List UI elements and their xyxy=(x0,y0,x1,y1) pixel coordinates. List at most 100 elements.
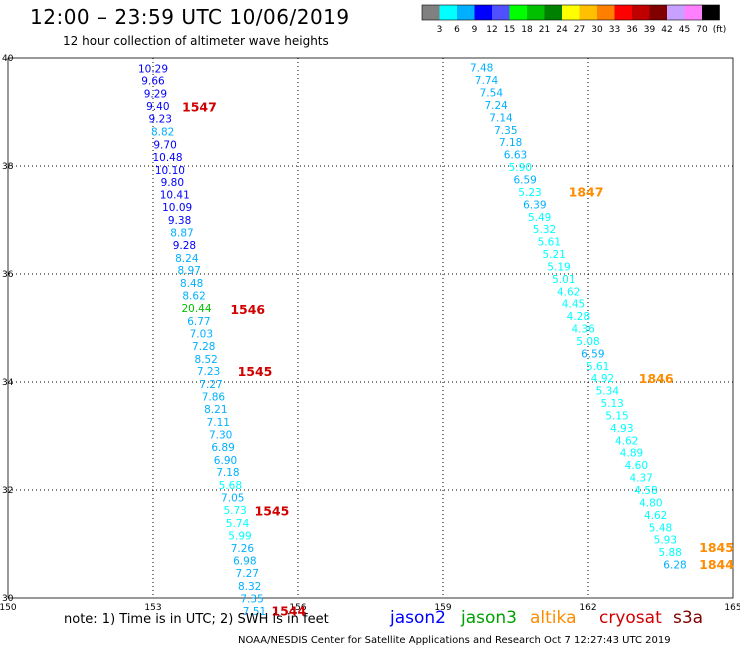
wave-height-label: 6.77 xyxy=(187,316,210,328)
wave-height-label: 4.92 xyxy=(591,373,614,385)
scale-label: 45 xyxy=(679,25,690,35)
wave-height-label: 20.44 xyxy=(181,303,211,315)
wave-height-label: 6.39 xyxy=(523,199,546,211)
wave-height-label: 4.62 xyxy=(557,286,580,298)
wave-height-label: 4.36 xyxy=(571,324,595,336)
wave-height-label: 7.27 xyxy=(199,379,222,391)
wave-height-label: 6.90 xyxy=(214,455,237,467)
wave-height-label: 5.32 xyxy=(533,224,556,236)
wave-height-label: 6.89 xyxy=(211,442,234,454)
wave-height-label: 6.98 xyxy=(233,556,256,568)
wave-height-label: 5.99 xyxy=(228,530,251,542)
scale-label: 27 xyxy=(574,25,585,35)
wave-height-label: 7.27 xyxy=(236,568,259,580)
scale-swatch xyxy=(527,5,545,20)
wave-height-label: 8.87 xyxy=(170,227,193,239)
legend-altika: altika xyxy=(530,608,577,628)
x-tick-label: 153 xyxy=(144,603,161,613)
wave-height-label: 5.74 xyxy=(226,518,250,530)
wave-height-label: 9.28 xyxy=(173,240,196,252)
scale-swatch xyxy=(667,5,685,20)
scale-swatch xyxy=(597,5,615,20)
wave-height-label: 7.24 xyxy=(484,100,508,112)
wave-height-label: 4.28 xyxy=(567,311,590,323)
pass-time-label: 1545 xyxy=(255,504,290,519)
wave-height-label: 9.23 xyxy=(149,113,172,125)
scale-label: 24 xyxy=(556,25,568,35)
wave-height-label: 7.05 xyxy=(221,493,244,505)
legend-jason3: jason3 xyxy=(461,608,517,628)
wave-height-label: 5.01 xyxy=(552,274,575,286)
scale-label: 15 xyxy=(504,25,515,35)
wave-height-label: 7.30 xyxy=(209,429,232,441)
y-tick-label: 34 xyxy=(2,378,14,388)
scale-swatch xyxy=(439,5,457,20)
y-tick-label: 40 xyxy=(2,54,14,64)
pass-time-label: 1846 xyxy=(639,371,674,386)
wave-height-label: 9.80 xyxy=(161,177,184,189)
pass-time-label: 1546 xyxy=(230,302,265,317)
wave-height-label: 5.34 xyxy=(596,386,620,398)
x-tick-label: 150 xyxy=(0,603,17,613)
scale-swatch xyxy=(562,5,580,20)
wave-height-label: 9.66 xyxy=(141,76,165,88)
scale-swatch xyxy=(614,5,632,20)
wave-height-label: 7.74 xyxy=(475,75,499,87)
scale-swatch xyxy=(632,5,650,20)
scale-swatch xyxy=(474,5,492,20)
scale-label: 18 xyxy=(521,25,533,35)
legend-s3a: s3a xyxy=(673,608,704,628)
wave-height-label: 10.09 xyxy=(162,202,192,214)
pass-time-label: 1545 xyxy=(238,364,273,379)
wave-height-label: 6.63 xyxy=(504,150,527,162)
wave-height-label: 7.35 xyxy=(494,125,517,137)
wave-height-label: 7.54 xyxy=(480,88,504,100)
scale-swatch xyxy=(509,5,527,20)
y-tick-label: 36 xyxy=(2,270,14,280)
wave-height-label: 5.61 xyxy=(586,361,609,373)
plot-frame xyxy=(7,57,734,599)
wave-height-label: 7.18 xyxy=(216,467,239,479)
wave-height-label: 8.97 xyxy=(178,265,201,277)
x-tick-label: 156 xyxy=(289,603,306,613)
wave-height-label: 7.48 xyxy=(470,63,493,75)
wave-height-label: 9.40 xyxy=(146,101,169,113)
credit-line: NOAA/NESDIS Center for Satellite Applica… xyxy=(238,635,671,646)
scale-swatch xyxy=(544,5,562,20)
wave-height-label: 5.23 xyxy=(518,187,541,199)
y-tick-label: 38 xyxy=(2,162,14,172)
wave-height-label: 7.35 xyxy=(240,594,263,606)
wave-height-label: 7.11 xyxy=(207,417,230,429)
wave-height-label: 5.73 xyxy=(223,505,246,517)
wave-height-label: 4.37 xyxy=(629,473,652,485)
wave-height-label: 4.62 xyxy=(644,510,667,522)
wave-height-label: 7.86 xyxy=(202,392,226,404)
wave-height-label: 10.48 xyxy=(152,152,182,164)
scale-label: 3 xyxy=(437,25,443,35)
wave-height-label: 8.24 xyxy=(175,253,199,265)
scale-swatch xyxy=(649,5,667,20)
pass-time-label: 1547 xyxy=(182,100,217,115)
legend-cryosat: cryosat xyxy=(599,608,662,628)
page-title: 12:00 – 23:59 UTC 10/06/2019 xyxy=(30,5,350,29)
x-tick-label: 165 xyxy=(724,603,740,613)
scale-swatch xyxy=(492,5,510,20)
wave-height-label: 5.93 xyxy=(654,535,677,547)
scale-label: 30 xyxy=(591,25,603,35)
wave-height-label: 7.03 xyxy=(190,328,213,340)
scale-label: 36 xyxy=(626,25,638,35)
scale-label: (ft) xyxy=(713,25,727,35)
pass-time-label: 1844 xyxy=(699,557,734,572)
wave-height-label: 4.45 xyxy=(562,299,585,311)
scale-label: 39 xyxy=(644,25,656,35)
wave-height-label: 6.59 xyxy=(513,175,536,187)
wave-height-label: 6.28 xyxy=(663,560,686,572)
wave-height-label: 5.68 xyxy=(219,480,242,492)
wave-height-label: 5.88 xyxy=(658,547,681,559)
wave-height-label: 8.82 xyxy=(151,126,174,138)
wave-height-label: 4.58 xyxy=(634,485,657,497)
wave-height-label: 8.48 xyxy=(180,278,203,290)
scale-label: 6 xyxy=(454,25,460,35)
scale-frame xyxy=(421,4,720,21)
